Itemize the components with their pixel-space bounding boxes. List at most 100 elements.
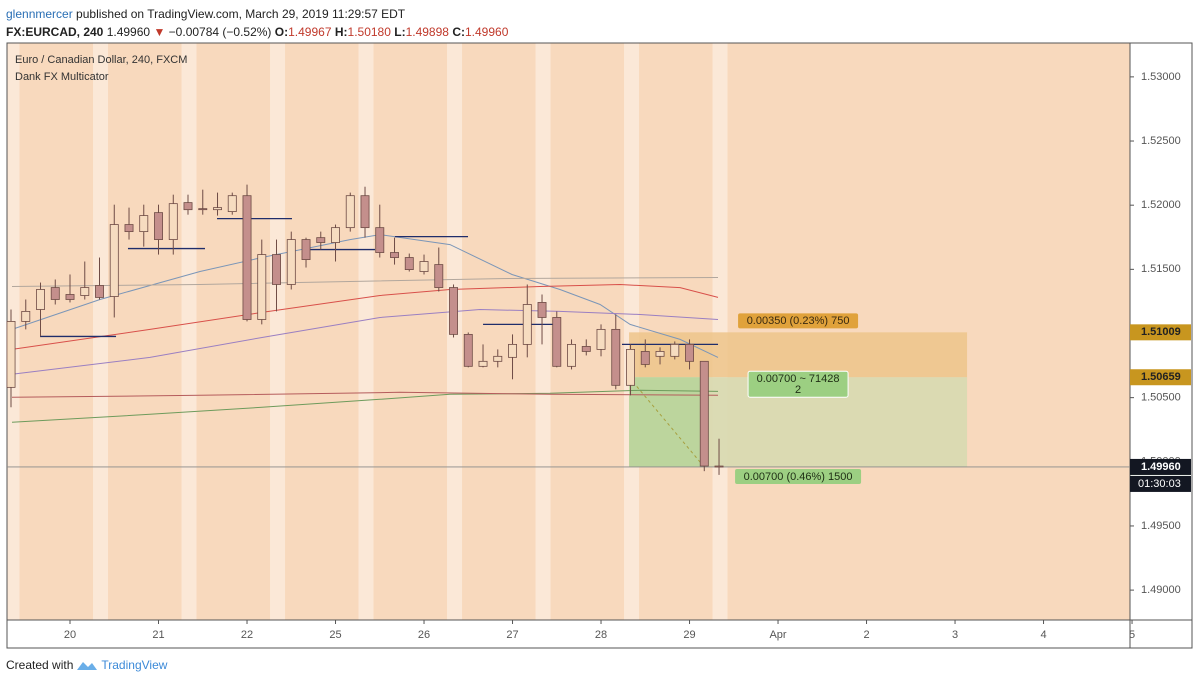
candle xyxy=(478,344,488,368)
symbol: FX:EURCAD, 240 xyxy=(6,25,104,39)
x-tick-label: 5 xyxy=(1129,629,1135,641)
candle xyxy=(375,204,385,258)
candle-body xyxy=(611,328,621,386)
position-label: 0.00350 (0.23%) 750 xyxy=(747,315,850,327)
candle-body xyxy=(21,311,31,322)
candle-body xyxy=(567,343,576,367)
candle xyxy=(493,349,503,368)
plot-layer xyxy=(7,43,1130,620)
footer: Created with TradingView xyxy=(6,658,167,672)
candle-body xyxy=(419,261,429,272)
candle xyxy=(463,332,473,368)
candle xyxy=(139,204,149,247)
y-tick-label: 1.50500 xyxy=(1141,392,1181,404)
candle xyxy=(390,237,399,265)
candle xyxy=(80,261,90,300)
candle xyxy=(109,204,119,318)
price-tag-label: 1.51009 xyxy=(1141,326,1181,338)
candle-body xyxy=(50,287,60,300)
last: 1.49960 xyxy=(106,25,151,39)
candle xyxy=(699,360,709,472)
candle xyxy=(331,224,340,262)
candle-body xyxy=(124,224,134,233)
low: 1.49898 xyxy=(405,25,449,39)
candle-body xyxy=(670,343,680,357)
candle-body xyxy=(463,333,473,367)
candle-body xyxy=(537,302,547,318)
indicator-line xyxy=(11,234,719,358)
header-line-1: glennmercer published on TradingView.com… xyxy=(6,5,508,23)
candle xyxy=(670,341,680,360)
candle-body xyxy=(95,285,104,298)
session-stripe xyxy=(181,43,197,620)
arrow: ▼ xyxy=(153,25,166,39)
candle-body xyxy=(493,355,503,362)
session-stripe xyxy=(712,43,728,620)
candle xyxy=(50,279,60,305)
l-label: L: xyxy=(394,25,406,39)
x-tick-label: 26 xyxy=(418,629,430,641)
candle-body xyxy=(699,360,709,467)
candle-body xyxy=(714,465,724,468)
author[interactable]: glennmercer xyxy=(6,7,73,21)
y-tick-label: 1.49500 xyxy=(1141,520,1181,532)
c-label: C: xyxy=(452,25,465,39)
candle xyxy=(360,186,370,238)
x-tick-label: 21 xyxy=(152,629,164,641)
candle xyxy=(316,231,326,250)
position-label-box xyxy=(747,370,849,398)
open: 1.49967 xyxy=(288,25,332,39)
last-price-tag xyxy=(1130,458,1191,475)
candle xyxy=(685,339,694,370)
logo xyxy=(77,662,98,670)
candle xyxy=(611,314,621,390)
candle-body xyxy=(345,195,355,229)
candle-body xyxy=(360,195,370,229)
candle xyxy=(21,299,31,330)
session-stripe xyxy=(93,43,109,620)
candle-body xyxy=(655,351,665,357)
x-tick-label: Apr xyxy=(769,629,786,641)
indicator-line xyxy=(11,277,719,287)
position-label-box xyxy=(735,469,862,485)
candle-body xyxy=(109,224,119,297)
o-label: O: xyxy=(274,25,289,39)
candle xyxy=(227,192,237,215)
candle-body xyxy=(272,254,281,285)
candle xyxy=(183,194,193,215)
high: 1.50180 xyxy=(347,25,391,39)
candle xyxy=(124,207,134,240)
x-tick-label: 25 xyxy=(329,629,341,641)
y-tick-label: 1.52500 xyxy=(1141,135,1181,147)
last-price-label: 1.49960 xyxy=(1141,461,1181,473)
candle xyxy=(640,339,650,368)
x-tick-label: 22 xyxy=(241,629,253,641)
header: glennmercer published on TradingView.com… xyxy=(6,5,508,41)
candle xyxy=(419,254,429,275)
candle xyxy=(213,192,222,216)
header-line-2: FX:EURCAD, 240 1.49960 ▼ −0.00784 (−0.52… xyxy=(6,23,508,41)
candle-body xyxy=(434,264,444,288)
brand[interactable]: TradingView xyxy=(101,658,168,672)
x-tick-label: 28 xyxy=(595,629,607,641)
countdown-tag xyxy=(1130,475,1191,492)
candle xyxy=(257,239,267,325)
candle xyxy=(714,438,724,475)
candle xyxy=(6,309,16,408)
session-stripe xyxy=(270,43,286,620)
candle-body xyxy=(198,208,208,211)
countdown-label: 01:30:03 xyxy=(1138,478,1181,490)
candle xyxy=(655,347,665,365)
candle-body xyxy=(404,257,414,270)
chart: 1.490001.495001.500001.505001.510001.515… xyxy=(6,42,1193,649)
session-stripe xyxy=(358,43,374,620)
indicator-line xyxy=(11,391,719,398)
candle-body xyxy=(685,343,694,362)
candle-body xyxy=(301,239,311,260)
position-label: 0.00700 ~ 71428 xyxy=(757,373,840,385)
candle xyxy=(301,237,311,268)
candle xyxy=(626,344,635,396)
price-tag xyxy=(1130,369,1191,386)
candle xyxy=(345,192,355,232)
